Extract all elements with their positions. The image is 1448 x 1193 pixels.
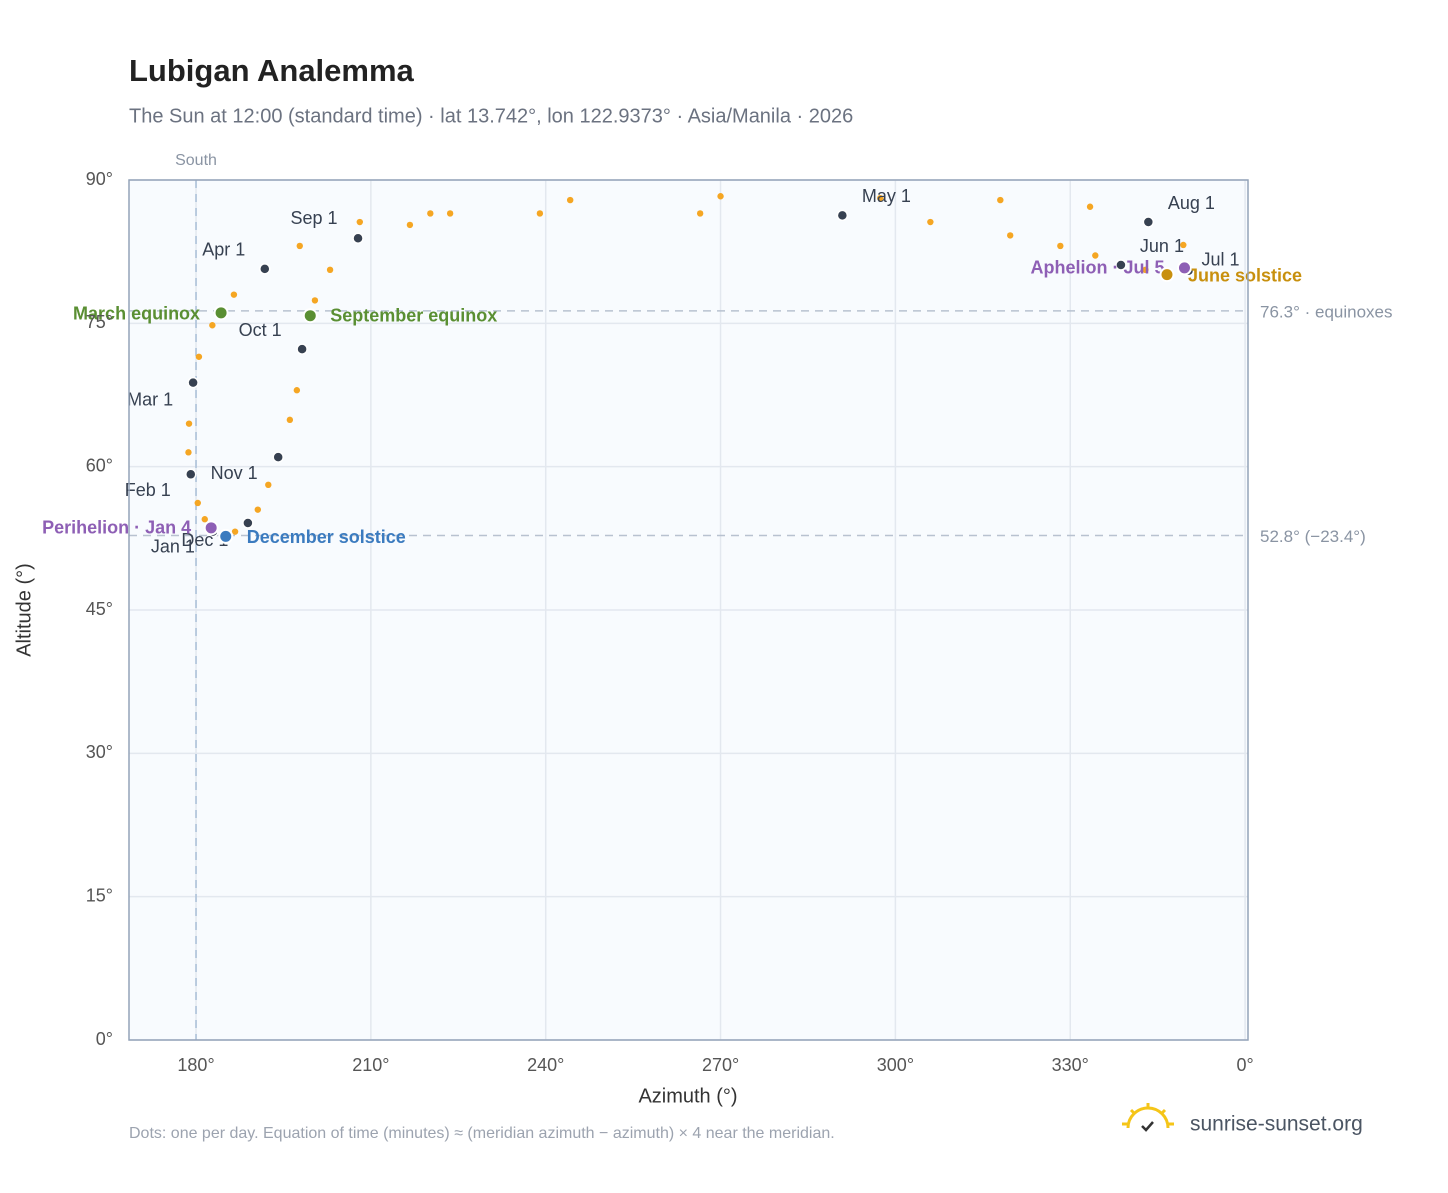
day-dot <box>997 196 1004 204</box>
month-label: Jun 1 <box>1140 236 1184 256</box>
day-dot <box>406 221 414 229</box>
event-label: Perihelion · Jan 4 <box>42 518 191 538</box>
day-dot <box>265 481 272 489</box>
y-tick-label: 60° <box>86 455 113 475</box>
event-dot <box>1159 267 1175 283</box>
x-tick-label: 210° <box>352 1055 389 1075</box>
day-dot <box>230 291 238 298</box>
x-axis-label: Azimuth (°) <box>638 1085 737 1107</box>
event-label: December solstice <box>247 527 406 547</box>
event-label: September equinox <box>330 305 497 325</box>
event-label: March equinox <box>73 304 200 324</box>
day-dot <box>566 196 574 204</box>
month-dot <box>185 468 197 481</box>
reference-label: South <box>175 152 217 169</box>
plot-border <box>128 179 1249 1041</box>
day-dot <box>446 210 454 217</box>
event-label: June solstice <box>1188 265 1302 285</box>
month-dot <box>187 376 199 389</box>
footnote: Dots: one per day. Equation of time (min… <box>129 1125 835 1142</box>
month-label: Sep 1 <box>291 208 338 228</box>
month-dot <box>259 263 271 275</box>
day-dot <box>195 353 203 360</box>
month-label: Dec 1 <box>181 530 228 550</box>
month-dot <box>352 232 364 245</box>
day-dot <box>1142 266 1149 274</box>
month-dot <box>1115 259 1127 271</box>
month-dot <box>272 451 284 463</box>
day-dot <box>209 322 216 329</box>
month-label: Jul 1 <box>1202 250 1240 270</box>
day-dot <box>254 506 262 513</box>
month-dot <box>1142 216 1155 228</box>
day-dot <box>185 420 193 427</box>
day-dot <box>201 516 208 523</box>
day-dot <box>877 194 884 202</box>
day-dot <box>1086 203 1094 210</box>
day-dot <box>1180 241 1187 249</box>
day-dot <box>696 210 704 217</box>
y-tick-label: 45° <box>86 599 113 619</box>
chart-title: Lubigan Analemma <box>129 53 415 88</box>
month-dot <box>242 517 254 529</box>
month-label: Mar 1 <box>127 389 173 409</box>
day-dot <box>231 528 239 535</box>
day-dot <box>185 449 192 456</box>
brand: sunrise-sunset.org <box>1190 1113 1363 1136</box>
y-tick-label: 75° <box>86 312 113 332</box>
day-dot <box>1057 242 1064 250</box>
month-label: Feb 1 <box>125 480 171 500</box>
month-dot <box>836 209 849 222</box>
month-label: Jan 1 <box>151 536 195 556</box>
x-tick-label: 270° <box>702 1055 739 1075</box>
day-dot <box>1007 232 1014 239</box>
x-tick-label: 300° <box>877 1055 914 1075</box>
logo-icon <box>1122 1103 1174 1132</box>
day-dot <box>536 210 544 217</box>
event-label: Aphelion · Jul 5 <box>1030 258 1164 278</box>
day-dot <box>296 242 303 250</box>
reference-label: 52.8° (−23.4°) <box>1260 527 1366 546</box>
y-axis-label: Altitude (°) <box>13 563 35 657</box>
day-dot <box>286 416 294 424</box>
day-dot <box>1092 252 1099 259</box>
y-tick-label: 0° <box>96 1029 113 1049</box>
month-dot <box>296 343 308 355</box>
x-tick-label: 330° <box>1052 1055 1089 1075</box>
day-dot <box>311 297 319 304</box>
day-dot <box>326 266 334 274</box>
month-label: May 1 <box>862 186 911 206</box>
event-dot <box>1176 260 1192 276</box>
y-tick-label: 15° <box>86 885 113 905</box>
day-dot <box>427 210 434 217</box>
x-tick-label: 240° <box>527 1055 564 1075</box>
x-tick-label: 0° <box>1236 1055 1253 1075</box>
month-label: Nov 1 <box>211 463 258 483</box>
day-dot <box>927 218 934 226</box>
event-dot <box>203 520 219 536</box>
event-dot <box>302 308 318 324</box>
chart-subtitle: The Sun at 12:00 (standard time) · lat 1… <box>129 105 853 127</box>
day-dot <box>194 499 201 507</box>
month-label: Apr 1 <box>202 240 245 260</box>
day-dot <box>293 387 301 394</box>
month-label: Oct 1 <box>239 320 282 340</box>
y-tick-label: 30° <box>86 742 113 762</box>
x-tick-label: 180° <box>177 1055 214 1075</box>
month-label: Aug 1 <box>1168 193 1215 213</box>
y-tick-label: 90° <box>86 169 113 189</box>
day-dot <box>356 218 363 226</box>
event-dot <box>213 305 229 321</box>
reference-label: 76.3° · equinoxes <box>1260 302 1393 321</box>
event-dot <box>218 528 234 544</box>
day-dot <box>717 193 724 200</box>
